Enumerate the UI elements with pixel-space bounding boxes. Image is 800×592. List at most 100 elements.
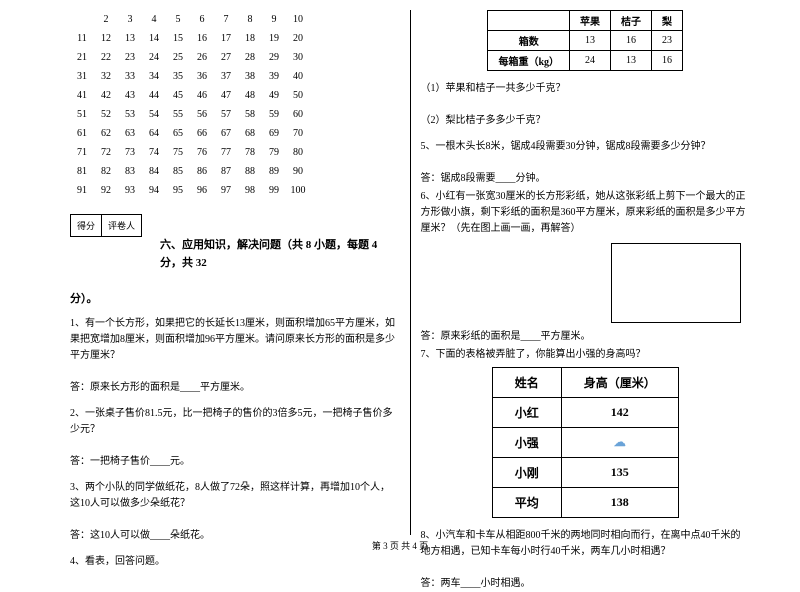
grid-cell: 77 — [214, 143, 238, 162]
grid-cell: 30 — [286, 48, 310, 67]
grid-cell: 34 — [142, 67, 166, 86]
grid-cell: 78 — [238, 143, 262, 162]
grid-cell: 9 — [262, 10, 286, 29]
page: 2345678910111213141516171819202122232425… — [0, 0, 800, 535]
grid-cell: 24 — [142, 48, 166, 67]
grid-cell: 40 — [286, 67, 310, 86]
grid-cell: 50 — [286, 86, 310, 105]
grid-cell: 31 — [70, 67, 94, 86]
question-4b: （2）梨比桔子多多少千克？ — [421, 113, 751, 129]
score-label: 得分 — [70, 214, 102, 237]
fruit-table: 苹果桔子梨箱数131623每箱重（kg）241316 — [487, 10, 683, 71]
question-4: 4、看表，回答问题。 — [70, 554, 400, 570]
question-5: 5、一根木头长8米，锯成4段需要30分钟，锯成8段需要多少分钟？ — [421, 139, 751, 155]
grid-cell: 4 — [142, 10, 166, 29]
table-cell: 13 — [611, 51, 652, 71]
grid-cell: 80 — [286, 143, 310, 162]
grid-cell: 51 — [70, 105, 94, 124]
answer-2: 答：一把椅子售价____元。 — [70, 454, 400, 470]
question-3: 3、两个小队的同学做纸花，8人做了72朵，照这样计算，再增加10个人，这10人可… — [70, 480, 400, 512]
section-six-cont: 分）。 — [70, 290, 400, 306]
table-cell: 平均 — [492, 488, 561, 518]
table-cell: 小刚 — [492, 458, 561, 488]
table-cell: 23 — [652, 31, 683, 51]
question-8: 8、小汽车和卡车从相距800千米的两地同时相向而行，在离中点40千米的地方相遇，… — [421, 528, 751, 560]
score-box: 得分 评卷人 — [70, 214, 400, 237]
grid-cell: 29 — [262, 48, 286, 67]
grid-cell: 86 — [190, 162, 214, 181]
grid-cell: 98 — [238, 181, 262, 200]
grid-cell — [70, 10, 94, 29]
grid-cell: 11 — [70, 29, 94, 48]
table-header: 姓名 — [492, 368, 561, 398]
grid-cell: 99 — [262, 181, 286, 200]
grid-cell: 72 — [94, 143, 118, 162]
table-cell: 16 — [611, 31, 652, 51]
table-cell: 13 — [570, 31, 611, 51]
answer-5: 答：锯成8段需要____分钟。 — [421, 171, 751, 187]
grid-cell: 32 — [94, 67, 118, 86]
table-cell: 16 — [652, 51, 683, 71]
grid-cell: 95 — [166, 181, 190, 200]
grid-cell: 25 — [166, 48, 190, 67]
grid-cell: 54 — [142, 105, 166, 124]
grid-cell: 55 — [166, 105, 190, 124]
table-cell: 24 — [570, 51, 611, 71]
grid-cell: 13 — [118, 29, 142, 48]
grid-cell: 48 — [238, 86, 262, 105]
grid-cell: 65 — [166, 124, 190, 143]
grid-cell: 73 — [118, 143, 142, 162]
grid-cell: 42 — [94, 86, 118, 105]
smudge-icon: ☁ — [614, 435, 626, 449]
number-grid: 2345678910111213141516171819202122232425… — [70, 10, 400, 200]
grid-cell: 83 — [118, 162, 142, 181]
question-7: 7、下面的表格被弄脏了，你能算出小强的身高吗？ — [421, 347, 751, 363]
grid-cell: 28 — [238, 48, 262, 67]
grid-cell: 85 — [166, 162, 190, 181]
question-6: 6、小红有一张宽30厘米的长方形彩纸，她从这张彩纸上剪下一个最大的正方形做小旗，… — [421, 189, 751, 237]
grid-cell: 71 — [70, 143, 94, 162]
answer-8: 答：两车____小时相遇。 — [421, 576, 751, 592]
grid-cell: 58 — [238, 105, 262, 124]
answer-6: 答：原来彩纸的面积是____平方厘米。 — [421, 329, 751, 345]
grid-cell: 52 — [94, 105, 118, 124]
grid-cell: 67 — [214, 124, 238, 143]
grid-cell: 69 — [262, 124, 286, 143]
grid-cell: 14 — [142, 29, 166, 48]
grid-cell: 5 — [166, 10, 190, 29]
grid-cell: 53 — [118, 105, 142, 124]
grid-cell: 75 — [166, 143, 190, 162]
grid-cell: 16 — [190, 29, 214, 48]
drawing-box — [611, 243, 741, 323]
grid-cell: 79 — [262, 143, 286, 162]
table-cell: 135 — [561, 458, 678, 488]
grid-cell: 49 — [262, 86, 286, 105]
grid-cell: 18 — [238, 29, 262, 48]
grid-cell: 70 — [286, 124, 310, 143]
grid-cell: 21 — [70, 48, 94, 67]
grid-cell: 17 — [214, 29, 238, 48]
grid-cell: 66 — [190, 124, 214, 143]
grid-cell: 64 — [142, 124, 166, 143]
grid-cell: 15 — [166, 29, 190, 48]
grid-cell: 97 — [214, 181, 238, 200]
table-cell: 138 — [561, 488, 678, 518]
table-header: 桔子 — [611, 11, 652, 31]
table-header: 梨 — [652, 11, 683, 31]
question-4a: （1）苹果和桔子一共多少千克？ — [421, 81, 751, 97]
grid-cell: 27 — [214, 48, 238, 67]
table-cell: 箱数 — [488, 31, 570, 51]
grid-cell: 23 — [118, 48, 142, 67]
grid-cell: 68 — [238, 124, 262, 143]
grid-cell: 2 — [94, 10, 118, 29]
answer-3: 答：这10人可以做____朵纸花。 — [70, 528, 400, 544]
grid-cell: 84 — [142, 162, 166, 181]
grid-cell: 3 — [118, 10, 142, 29]
grid-cell: 44 — [142, 86, 166, 105]
grid-cell: 82 — [94, 162, 118, 181]
grid-cell: 36 — [190, 67, 214, 86]
grid-cell: 94 — [142, 181, 166, 200]
grid-cell: 12 — [94, 29, 118, 48]
grid-cell: 92 — [94, 181, 118, 200]
grid-cell: 61 — [70, 124, 94, 143]
